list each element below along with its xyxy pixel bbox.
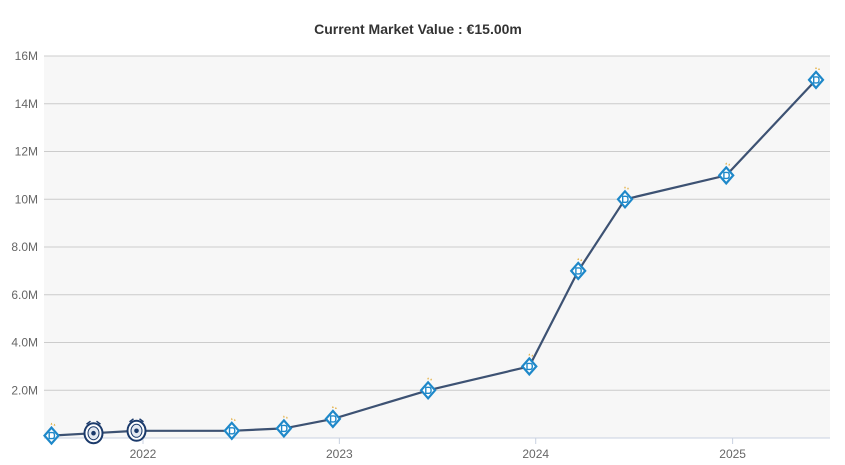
data-point[interactable] <box>83 420 104 445</box>
y-tick-label: 4.0M <box>11 336 38 350</box>
chart-title: Current Market Value : €15.00m <box>314 21 522 37</box>
x-tick-label: 2025 <box>719 447 746 461</box>
x-tick-label: 2022 <box>130 447 157 461</box>
data-point[interactable] <box>807 66 825 90</box>
data-point[interactable] <box>717 162 735 186</box>
data-point[interactable] <box>275 415 293 439</box>
x-tick-label: 2024 <box>522 447 549 461</box>
y-tick-label: 2.0M <box>11 383 38 397</box>
data-point[interactable] <box>520 353 538 377</box>
data-point[interactable] <box>569 257 587 281</box>
gridlines <box>44 55 830 439</box>
x-tick-label: 2023 <box>326 447 353 461</box>
y-tick-label: 6.0M <box>11 288 38 302</box>
data-point[interactable] <box>43 422 60 446</box>
series-markers <box>43 66 825 446</box>
y-tick-label: 10M <box>15 192 38 206</box>
y-tick-label: 8.0M <box>11 240 38 254</box>
data-point[interactable] <box>223 417 241 441</box>
y-tick-label: 12M <box>15 145 38 159</box>
y-tick-label: 16M <box>15 49 38 63</box>
data-point[interactable] <box>616 186 634 209</box>
data-point[interactable] <box>324 405 342 429</box>
data-point[interactable] <box>126 418 147 442</box>
y-tick-label: 14M <box>15 97 38 111</box>
x-axis: 2022 2023 2024 2025 <box>130 438 746 461</box>
data-point[interactable] <box>419 377 437 400</box>
y-axis: 2.0M 4.0M 6.0M 8.0M 10M 12M 14M 16M <box>11 49 38 397</box>
